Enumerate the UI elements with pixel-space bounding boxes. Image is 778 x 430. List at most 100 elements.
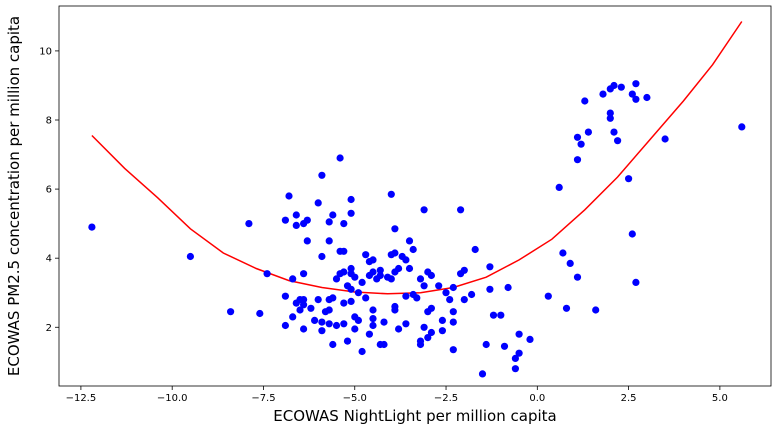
scatter-point-134: [497, 311, 505, 319]
scatter-point-168: [643, 93, 651, 102]
scatter-point-112: [427, 304, 435, 312]
scatter-point-139: [515, 349, 523, 357]
scatter-point-28: [318, 171, 326, 179]
scatter-point-94: [402, 256, 410, 264]
scatter-point-25: [311, 316, 319, 324]
scatter-point-62: [354, 289, 362, 297]
scatter-point-165: [632, 80, 640, 88]
plot-frame: [58, 5, 772, 387]
scatter-point-133: [489, 311, 498, 319]
scatter-point-117: [442, 289, 450, 297]
y-tick-label-4: 10: [39, 46, 52, 57]
scatter-point-48: [340, 268, 348, 276]
scatter-point-81: [380, 318, 388, 326]
scatter-point-96: [402, 292, 410, 300]
x-tick-label-1: −10.0: [157, 393, 188, 404]
scatter-point-19: [300, 296, 308, 304]
scatter-point-120: [449, 308, 457, 316]
scatter-point-148: [573, 156, 582, 164]
scatter-point-73: [369, 306, 377, 314]
scatter-point-10: [289, 275, 297, 283]
scatter-point-137: [511, 354, 519, 362]
scatter-point-128: [471, 245, 479, 254]
x-tick-label-6: 2.5: [621, 393, 637, 404]
scatter-point-79: [376, 271, 384, 280]
scatter-point-160: [614, 137, 622, 145]
scatter-point-72: [369, 268, 377, 276]
scatter-point-70: [365, 330, 373, 338]
x-tick-label-2: −7.5: [251, 393, 275, 404]
scatter-point-3: [245, 220, 253, 228]
scatter-point-39: [329, 294, 337, 302]
scatter-point-71: [369, 256, 377, 264]
scatter-point-130: [482, 340, 490, 349]
scatter-point-2: [227, 308, 235, 316]
scatter-point-151: [581, 97, 589, 105]
fit-curve-line: [91, 21, 743, 295]
y-axis-ticks: 2 4 6 8 10: [39, 46, 59, 334]
x-tick-label-5: 0.0: [529, 393, 545, 404]
y-tick-label-1: 4: [46, 254, 52, 265]
scatter-point-6: [281, 216, 289, 224]
scatter-point-42: [332, 321, 341, 330]
scatter-point-126: [460, 296, 468, 304]
scatter-point-138: [511, 365, 519, 373]
scatter-point-149: [573, 273, 582, 281]
scatter-point-167: [632, 278, 640, 286]
scatter-point-61: [351, 325, 359, 333]
x-tick-label-3: −5.0: [343, 393, 367, 404]
scatter-point-122: [449, 346, 457, 354]
scatter-point-33: [325, 218, 333, 226]
scatter-point-127: [468, 290, 476, 299]
scatter-point-7: [281, 292, 289, 300]
scatter-point-147: [573, 133, 582, 141]
scatter-point-152: [584, 128, 593, 136]
scatter-point-114: [435, 282, 443, 290]
scatter-point-9: [285, 192, 293, 200]
scatter-point-111: [427, 271, 435, 280]
scatter-point-162: [625, 175, 633, 183]
y-tick-label-3: 8: [46, 116, 52, 127]
scatter-point-54: [347, 209, 355, 217]
scatter-point-40: [329, 340, 337, 349]
x-axis-ticks: −12.5 −10.0 −7.5 −5.0 −2.5 0.0 2.5 5.0: [66, 386, 728, 404]
scatter-point-170: [738, 123, 746, 131]
scatter-point-26: [314, 199, 322, 207]
scatter-point-99: [409, 245, 417, 254]
scatter-point-80: [380, 340, 388, 349]
scatter-point-74: [369, 315, 377, 323]
scatter-point-53: [347, 195, 355, 204]
scatter-point-55: [347, 264, 355, 273]
y-tick-label-0: 2: [46, 323, 52, 334]
scatter-point-13: [292, 221, 300, 229]
scatter-point-34: [325, 237, 333, 245]
scatter-point-83: [387, 190, 395, 198]
scatter-point-29: [318, 252, 326, 261]
scatter-point-155: [606, 109, 614, 117]
scatter-point-86: [391, 225, 399, 233]
scatter-point-64: [358, 347, 366, 356]
scatter-point-105: [420, 206, 428, 214]
scatter-point-154: [599, 90, 607, 98]
scatter-point-161: [617, 83, 625, 91]
scatter-point-85: [387, 275, 395, 283]
scatter-point-0: [88, 223, 96, 231]
scatter-point-119: [449, 283, 457, 292]
scatter-point-65: [358, 278, 366, 286]
scatter-point-110: [424, 334, 432, 342]
scatter-point-158: [610, 128, 618, 136]
scatter-point-90: [391, 306, 399, 314]
scatter-point-21: [300, 325, 308, 333]
x-tick-label-0: −12.5: [66, 393, 97, 404]
scatter-point-135: [500, 342, 509, 350]
scatter-point-36: [325, 306, 333, 314]
scatter-point-87: [391, 249, 399, 257]
scatter-point-143: [555, 183, 563, 191]
scatter-point-58: [347, 297, 355, 305]
scatter-point-31: [318, 327, 326, 335]
plot-background: [59, 6, 771, 386]
scatter-point-91: [395, 264, 403, 273]
scatter-point-8: [281, 321, 289, 330]
scatter-point-140: [515, 330, 523, 338]
y-tick-label-2: 6: [46, 185, 52, 196]
